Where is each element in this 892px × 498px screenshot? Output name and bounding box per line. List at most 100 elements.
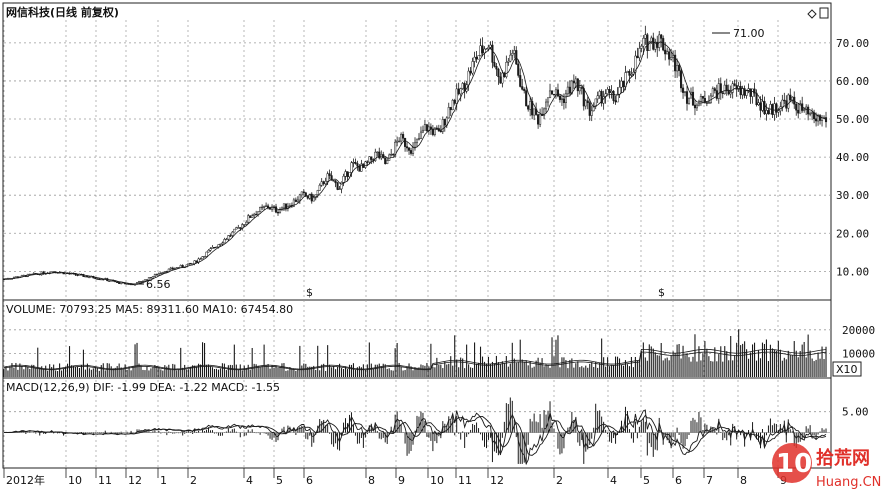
candle-body [572, 80, 575, 84]
candle-body [503, 72, 506, 78]
panel-toggle-icon[interactable] [807, 7, 829, 19]
candle-body [576, 78, 579, 92]
candle-body [259, 206, 262, 212]
candle-body [459, 88, 462, 95]
candle-body [163, 271, 166, 273]
candle-body [676, 65, 679, 72]
candle-body [294, 199, 297, 202]
candle-body [308, 193, 311, 199]
candle-body [638, 48, 641, 59]
candle-body [384, 157, 387, 165]
candle-body [727, 90, 730, 95]
candle-body [614, 100, 617, 103]
candle-body [668, 51, 671, 60]
watermark: 10 拾荒网 Huang.CN [766, 440, 890, 494]
dif-line [3, 409, 827, 466]
candle-body [415, 138, 419, 144]
candle-body [666, 51, 669, 55]
candle-body [76, 274, 79, 276]
candle-body [475, 56, 478, 60]
candle-body [298, 194, 301, 201]
candle-body [431, 128, 434, 135]
candle-body [737, 85, 740, 90]
dea-line [3, 414, 827, 456]
x-tick-label: 2 [556, 474, 563, 487]
candle-body [759, 102, 762, 111]
candle-body [165, 271, 168, 273]
candle-body [711, 88, 714, 97]
candle-body [229, 235, 232, 237]
x-tick-label: 7 [706, 474, 713, 487]
candle-body [691, 91, 695, 106]
candle-body [473, 56, 476, 62]
candle-body [110, 280, 113, 282]
candle-body [322, 181, 325, 185]
candle-body [578, 87, 581, 92]
candle-body [376, 151, 379, 153]
event-marker: $ [658, 286, 665, 299]
x-tick-label: 2012年 [6, 473, 45, 487]
volume-ma5-line [3, 348, 827, 370]
candle-body [640, 45, 643, 49]
candle-body [296, 199, 299, 202]
x-tick-label: 8 [740, 474, 747, 487]
watermark-digits: 10 [776, 449, 812, 479]
watermark-domain: Huang.CN [816, 475, 881, 490]
macd-header: MACD(12,26,9) DIF: -1.99 DEA: -1.22 MACD… [6, 381, 280, 394]
candle-body [320, 181, 323, 186]
candle-body [693, 104, 697, 109]
candle-body [685, 91, 689, 104]
candle-body [811, 112, 814, 114]
candle-body [477, 55, 480, 60]
candle-body [558, 95, 562, 100]
candle-body [545, 101, 548, 110]
candle-body [537, 114, 540, 125]
candle-body [417, 138, 421, 140]
candle-body [499, 76, 502, 84]
watermark-circle [772, 443, 812, 483]
price-tick-label: 10.00 [836, 265, 869, 278]
candle-body [249, 215, 252, 218]
candle-body [120, 282, 123, 284]
candle-body [674, 54, 677, 72]
candle-body [610, 90, 613, 93]
candle-body [483, 48, 486, 54]
candle-body [687, 97, 691, 104]
candle-body [332, 180, 335, 182]
candle-body [495, 66, 498, 70]
candle-body [141, 280, 145, 283]
candle-body [96, 278, 99, 280]
candle-body [753, 88, 756, 94]
candle-body [108, 280, 111, 282]
candle-body [739, 85, 742, 96]
candle-body [803, 109, 806, 111]
candle-body [245, 221, 248, 225]
candle-body [205, 251, 208, 257]
candle-body [189, 262, 192, 265]
candle-body [548, 90, 552, 98]
candle-body [247, 215, 250, 223]
candle-body [443, 119, 446, 126]
candle-body [757, 102, 760, 105]
candle-body [340, 182, 343, 190]
candle-body [423, 124, 426, 131]
x-tick-label: 11 [458, 474, 472, 487]
candle-body [550, 90, 554, 95]
candle-body [215, 246, 218, 248]
candle-body [608, 89, 611, 93]
candle-body [133, 284, 137, 286]
candle-body [455, 88, 458, 104]
candle-body [807, 106, 810, 115]
candle-body [364, 161, 367, 168]
candle-body [284, 203, 287, 209]
candle-body [400, 134, 403, 142]
candle-body [243, 224, 246, 226]
candle-body [729, 92, 732, 95]
candle-body [378, 151, 381, 159]
candle-body [765, 110, 768, 115]
candle-body [356, 163, 359, 167]
x-tick-label: 10 [68, 474, 82, 487]
candle-body [644, 34, 647, 39]
candle-body [139, 281, 143, 283]
candle-body [785, 100, 788, 109]
